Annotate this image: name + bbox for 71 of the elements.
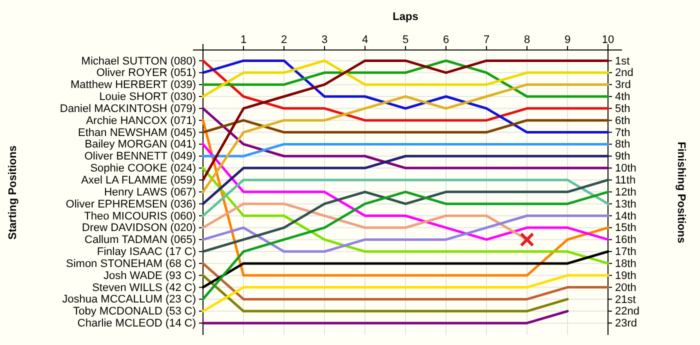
x-axis-title: Laps xyxy=(392,11,418,23)
x-tick-label: 4 xyxy=(362,34,368,46)
line-series xyxy=(202,83,610,194)
line-series xyxy=(202,59,610,134)
y2-tick-label: 6th xyxy=(615,114,630,127)
text: Axel LA FLAMME (059) xyxy=(81,174,196,186)
line-series xyxy=(202,142,610,241)
text: Michael SUTTON (080) xyxy=(81,55,196,68)
x-tick-label: 5 xyxy=(402,34,409,46)
y2-tick-label: 7th xyxy=(615,126,630,139)
y2-tick-label: 3rd xyxy=(615,79,631,92)
y2-tick-label: 5th xyxy=(615,102,630,115)
text: Starting Positions xyxy=(7,145,19,240)
y2-tick-label: 15th xyxy=(615,222,636,234)
x-tick-label: 2 xyxy=(280,34,288,46)
text: Oliver EPHREMSEN (036) xyxy=(66,198,196,210)
text: Ethan NEWSHAM (045) xyxy=(78,126,196,139)
y2-tick-label: 16th xyxy=(615,234,636,246)
y2-axis-title: Finishing Positions xyxy=(675,142,687,244)
line-series xyxy=(202,59,610,98)
text: Daniel MACKINTOSH (079) xyxy=(60,102,196,115)
y2-tick-label: 2nd xyxy=(615,67,634,80)
line-series xyxy=(202,190,610,300)
y2-tick-label: 10th xyxy=(615,162,636,175)
x-tick-label: 9 xyxy=(564,34,571,46)
y2-tick-label: 4th xyxy=(615,91,630,104)
x-tick-label: 6 xyxy=(442,34,450,46)
text: Archie HANCOX (071) xyxy=(86,114,196,127)
y2-tick-label: 19th xyxy=(615,270,636,282)
text: Bailey MORGAN (041) xyxy=(84,138,196,151)
x-tick-label: 7 xyxy=(483,34,490,46)
text: Oliver ROYER (051) xyxy=(96,67,196,80)
text: Drew DAVIDSON (020) xyxy=(82,222,196,234)
text: Finlay ISAAC (17 C) xyxy=(96,246,196,258)
text: Simon STONEHAM (68 C) xyxy=(66,258,196,270)
text: Louie SHORT (030) xyxy=(99,91,196,104)
text: Oliver BENNETT (049) xyxy=(84,150,196,163)
text: Sophie COOKE (024) xyxy=(90,162,196,175)
text: Theo MICOURIS (060) xyxy=(84,210,196,222)
line-series xyxy=(202,166,610,265)
text: Joshua MCCALLUM (23 C) xyxy=(62,294,196,306)
x-tick-label: 3 xyxy=(321,34,328,46)
line-series xyxy=(202,59,610,122)
y2-tick-label: 13th xyxy=(615,198,636,210)
y2-tick-label: 8th xyxy=(615,138,630,151)
y2-tick-label: 11th xyxy=(615,174,636,186)
line-series xyxy=(202,178,610,253)
y2-tick-label: 1st xyxy=(615,55,630,68)
y2-tick-label: 14th xyxy=(615,210,636,222)
y2-tick-label: 18th xyxy=(615,258,636,270)
text: Steven WILLS (42 C) xyxy=(92,282,196,294)
text: Charlie MCLEOD (14 C) xyxy=(77,318,196,330)
y2-tick-label: 23rd xyxy=(615,318,638,330)
text: Henry LAWS (067) xyxy=(104,186,196,198)
x-tick-label: 8 xyxy=(524,34,530,46)
x-tick-label: 1 xyxy=(240,34,247,46)
line-series xyxy=(202,119,610,277)
y2-tick-label: 22nd xyxy=(615,306,640,318)
line-series xyxy=(202,214,610,253)
text: Callum TADMAN (065) xyxy=(84,234,196,246)
text: Josh WADE (93 C) xyxy=(103,270,196,282)
y2-tick-label: 20th xyxy=(615,282,636,294)
line-series xyxy=(202,107,610,170)
y2-tick-label: 12th xyxy=(615,186,636,198)
text: Toby MCDONALD (53 C) xyxy=(73,306,196,318)
y2-tick-label: 21st xyxy=(615,294,636,306)
y2-tick-label: 17th xyxy=(615,246,636,258)
line-series xyxy=(202,59,610,182)
x-tick-label: 10 xyxy=(602,34,614,46)
text: Matthew HERBERT (039) xyxy=(70,79,196,92)
y2-tick-label: 9th xyxy=(615,150,630,163)
